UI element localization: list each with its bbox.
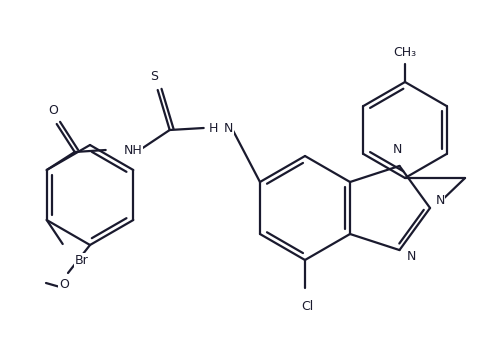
Text: Br: Br — [75, 253, 88, 266]
Text: NH: NH — [124, 144, 142, 157]
Text: O: O — [59, 278, 69, 291]
Text: H: H — [208, 121, 218, 134]
Text: CH₃: CH₃ — [393, 45, 416, 58]
Text: O: O — [48, 104, 57, 117]
Text: Cl: Cl — [301, 300, 313, 313]
Text: S: S — [150, 69, 158, 82]
Text: N: N — [436, 194, 445, 207]
Text: N: N — [393, 143, 402, 156]
Text: N: N — [224, 121, 233, 134]
Text: N: N — [407, 250, 416, 263]
